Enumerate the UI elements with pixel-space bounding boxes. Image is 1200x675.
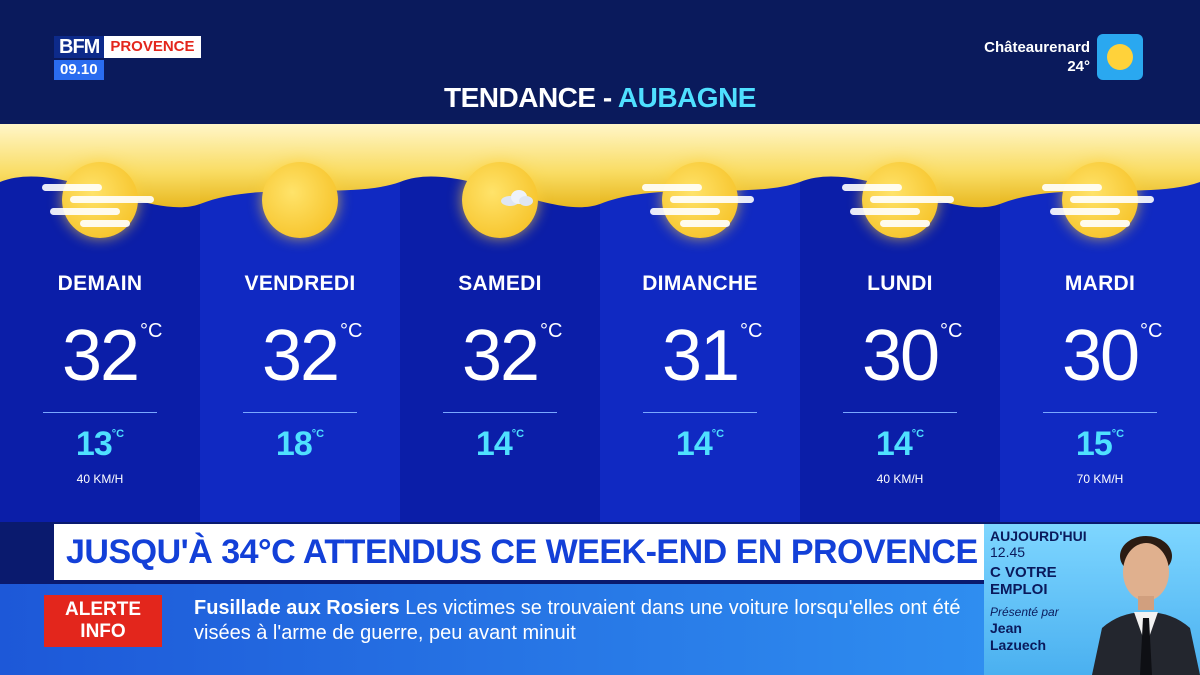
min-temp: 14°C [400, 424, 600, 464]
temp-divider [643, 412, 757, 413]
page-title: TENDANCE - AUBAGNE [0, 80, 1200, 116]
ticker-title: Fusillade aux Rosiers [194, 597, 400, 619]
hazy-sun-icon [842, 162, 954, 238]
location-name: Châteaurenard [984, 39, 1090, 56]
min-temp-value: 18 [275, 425, 313, 463]
temp-divider [43, 412, 157, 413]
max-temp: 31 °C [600, 314, 800, 398]
max-temp: 30 °C [1000, 314, 1200, 398]
max-temp-value: 32 [261, 316, 340, 396]
channel-logo: BFM PROVENCE [54, 36, 201, 58]
min-temp-value: 14 [675, 425, 713, 463]
min-temp-unit: °C [711, 428, 725, 440]
headline-banner: JUSQU'À 34°C ATTENDUS CE WEEK-END EN PRO… [54, 524, 984, 580]
temp-divider [1043, 412, 1157, 413]
min-temp-unit: °C [311, 428, 325, 440]
logo-region: PROVENCE [104, 36, 201, 58]
max-temp-value: 32 [461, 316, 540, 396]
day-name: LUNDI [867, 272, 933, 295]
forecast-day: SAMEDI 32 °C 14°C [400, 124, 600, 522]
max-temp: 32 °C [200, 314, 400, 398]
promo-host-first: Jean [990, 620, 1022, 636]
max-temp-value: 31 [661, 316, 740, 396]
max-temp-unit: °C [740, 320, 763, 342]
alert-badge: ALERTE INFO [44, 595, 162, 647]
location-temp: 24° [1067, 58, 1090, 75]
max-temp-unit: °C [540, 320, 563, 342]
current-location: Châteaurenard 24° [984, 38, 1090, 76]
alert-line1: ALERTE [65, 599, 141, 620]
day-name: DEMAIN [57, 272, 143, 295]
forecast-day: MARDI 30 °C 15°C 70 KM/H [1000, 124, 1200, 522]
ticker-body: Les victimes se trouvaient dans une voit… [194, 597, 961, 644]
temp-divider [243, 412, 357, 413]
day-name: SAMEDI [458, 272, 542, 295]
promo-time: 12.45 [990, 544, 1026, 560]
headline-text: JUSQU'À 34°C ATTENDUS CE WEEK-END EN PRO… [66, 533, 978, 571]
temp-divider [443, 412, 557, 413]
ticker-text: Fusillade aux Rosiers Les victimes se tr… [194, 596, 974, 646]
forecast-day: DIMANCHE 31 °C 14°C [600, 124, 800, 522]
min-temp-value: 15 [1075, 425, 1113, 463]
min-temp: 14°C [800, 424, 1000, 464]
day-name: DIMANCHE [642, 272, 758, 295]
logo-bfm: BFM [54, 36, 105, 58]
hazy-sun-icon [1042, 162, 1154, 238]
max-temp-unit: °C [940, 320, 963, 342]
min-temp: 15°C [1000, 424, 1200, 464]
max-temp: 30 °C [800, 314, 1000, 398]
header-bar: BFM PROVENCE 09.10 TENDANCE - AUBAGNE Ch… [0, 0, 1200, 124]
max-temp-value: 30 [1061, 316, 1140, 396]
sun-icon [1097, 34, 1143, 80]
min-temp-value: 13 [75, 425, 113, 463]
max-temp: 32 °C [0, 314, 200, 398]
max-temp-unit: °C [1140, 320, 1163, 342]
program-promo: AUJOURD'HUI 12.45 C VOTRE EMPLOI Présent… [984, 524, 1200, 675]
promo-text: AUJOURD'HUI 12.45 C VOTRE EMPLOI Présent… [990, 528, 1100, 654]
forecast-day: DEMAIN 32 °C 13°C 40 KM/H [0, 124, 200, 522]
temp-divider [843, 412, 957, 413]
min-temp-value: 14 [475, 425, 513, 463]
promo-host: Jean Lazuech [990, 620, 1100, 654]
day-name: VENDREDI [244, 272, 356, 295]
title-separator: - [595, 82, 618, 113]
max-temp-value: 30 [861, 316, 940, 396]
news-ticker: ALERTE INFO Fusillade aux Rosiers Les vi… [0, 584, 990, 675]
wind-speed: 40 KM/H [876, 472, 924, 486]
hazy-sun-icon [42, 162, 154, 238]
promo-presented-by: Présenté par [990, 605, 1059, 619]
max-temp: 32 °C [400, 314, 600, 398]
hazy-sun-icon [642, 162, 754, 238]
min-temp: 14°C [600, 424, 800, 464]
forecast-band: DEMAIN 32 °C 13°C 40 KM/H VENDREDI 32 °C 18°C SAM… [0, 124, 1200, 522]
alert-line2: INFO [80, 621, 126, 642]
promo-show-line1: C VOTRE [990, 564, 1057, 581]
day-name: MARDI [1064, 272, 1136, 295]
promo-show-line2: EMPLOI [990, 581, 1048, 598]
min-temp-unit: °C [911, 428, 925, 440]
wind-speed: 70 KM/H [1076, 472, 1124, 486]
min-temp: 13°C [0, 424, 200, 464]
presenter-avatar [1092, 536, 1200, 675]
sun-icon [260, 162, 340, 238]
promo-today: AUJOURD'HUI [990, 528, 1087, 544]
forecast-day: VENDREDI 32 °C 18°C [200, 124, 400, 522]
wind-speed: 40 KM/H [76, 472, 124, 486]
min-temp-unit: °C [511, 428, 525, 440]
clock: 09.10 [54, 60, 104, 80]
min-temp-unit: °C [111, 428, 125, 440]
max-temp-value: 32 [61, 316, 140, 396]
min-temp-unit: °C [1111, 428, 1125, 440]
max-temp-unit: °C [140, 320, 163, 342]
promo-show-title: C VOTRE EMPLOI [990, 564, 1100, 598]
max-temp-unit: °C [340, 320, 363, 342]
min-temp-value: 14 [875, 425, 913, 463]
sun-with-small-cloud-icon [460, 162, 540, 238]
title-prefix: TENDANCE [444, 82, 596, 113]
min-temp: 18°C [200, 424, 400, 464]
promo-host-last: Lazuech [990, 637, 1047, 653]
forecast-day: LUNDI 30 °C 14°C 40 KM/H [800, 124, 1000, 522]
title-city: AUBAGNE [617, 82, 757, 113]
